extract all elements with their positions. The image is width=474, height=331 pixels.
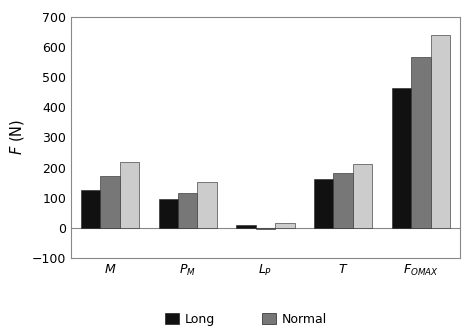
- Bar: [178, 193, 197, 228]
- Bar: [333, 173, 353, 228]
- Bar: [392, 88, 411, 228]
- Bar: [430, 35, 450, 228]
- Y-axis label: $F$ (N): $F$ (N): [9, 119, 27, 156]
- Bar: [100, 176, 119, 228]
- Bar: [353, 164, 372, 228]
- Bar: [411, 57, 430, 228]
- Bar: [119, 162, 139, 228]
- Bar: [81, 190, 100, 228]
- Bar: [255, 228, 275, 229]
- Legend: Long, Short, Normal: Long, Short, Normal: [165, 313, 327, 331]
- Bar: [314, 179, 333, 228]
- Bar: [197, 182, 217, 228]
- Bar: [158, 199, 178, 228]
- Bar: [236, 225, 255, 228]
- Bar: [275, 222, 294, 228]
